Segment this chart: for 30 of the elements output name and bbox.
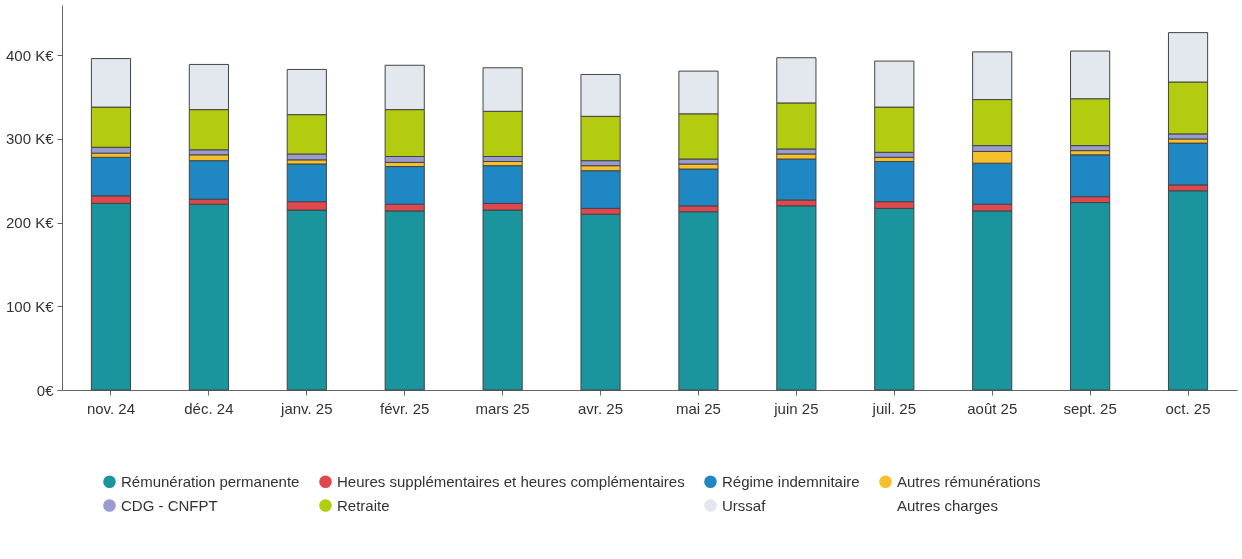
bar bbox=[776, 205, 817, 391]
legend-label: CDG - CNFPT bbox=[121, 496, 218, 514]
x-tick-label: mars 25 bbox=[475, 399, 530, 417]
x-tick-label: nov. 24 bbox=[86, 399, 136, 417]
y-tick-label: 100 K€ bbox=[5, 297, 55, 315]
y-tick-label: 300 K€ bbox=[5, 130, 55, 148]
y-tick-label: 400 K€ bbox=[5, 46, 55, 64]
bar bbox=[580, 213, 621, 391]
legend-label: Rémunération permanente bbox=[121, 472, 300, 490]
bar bbox=[1167, 190, 1209, 391]
x-tick-label: avr. 25 bbox=[578, 399, 624, 417]
bar bbox=[188, 203, 229, 391]
x-tick-label: déc. 24 bbox=[184, 399, 234, 417]
x-tick-label: sept. 25 bbox=[1063, 399, 1117, 417]
legend-label: Régime indemnitaire bbox=[722, 472, 860, 490]
legend-label: Autres rémunérations bbox=[897, 472, 1041, 490]
x-tick-label: juin 25 bbox=[773, 399, 819, 417]
legend-label: Heures supplémentaires et heures complémentaires bbox=[337, 472, 685, 490]
x-tick-label: mai 25 bbox=[675, 399, 721, 417]
bar bbox=[678, 211, 719, 391]
x-tick-label: août 25 bbox=[967, 399, 1018, 417]
x-tick-label: févr. 25 bbox=[380, 399, 430, 417]
legend-label: Retraite bbox=[337, 496, 390, 514]
legend-label: Urssaf bbox=[722, 496, 767, 514]
x-tick-label: juil. 25 bbox=[871, 399, 916, 417]
y-tick-label: 0€ bbox=[36, 381, 55, 399]
x-tick-label: janv. 25 bbox=[280, 399, 333, 417]
x-tick-label: oct. 25 bbox=[1165, 399, 1211, 417]
y-tick-label: 200 K€ bbox=[5, 214, 55, 232]
text: Autres charges bbox=[897, 496, 998, 514]
